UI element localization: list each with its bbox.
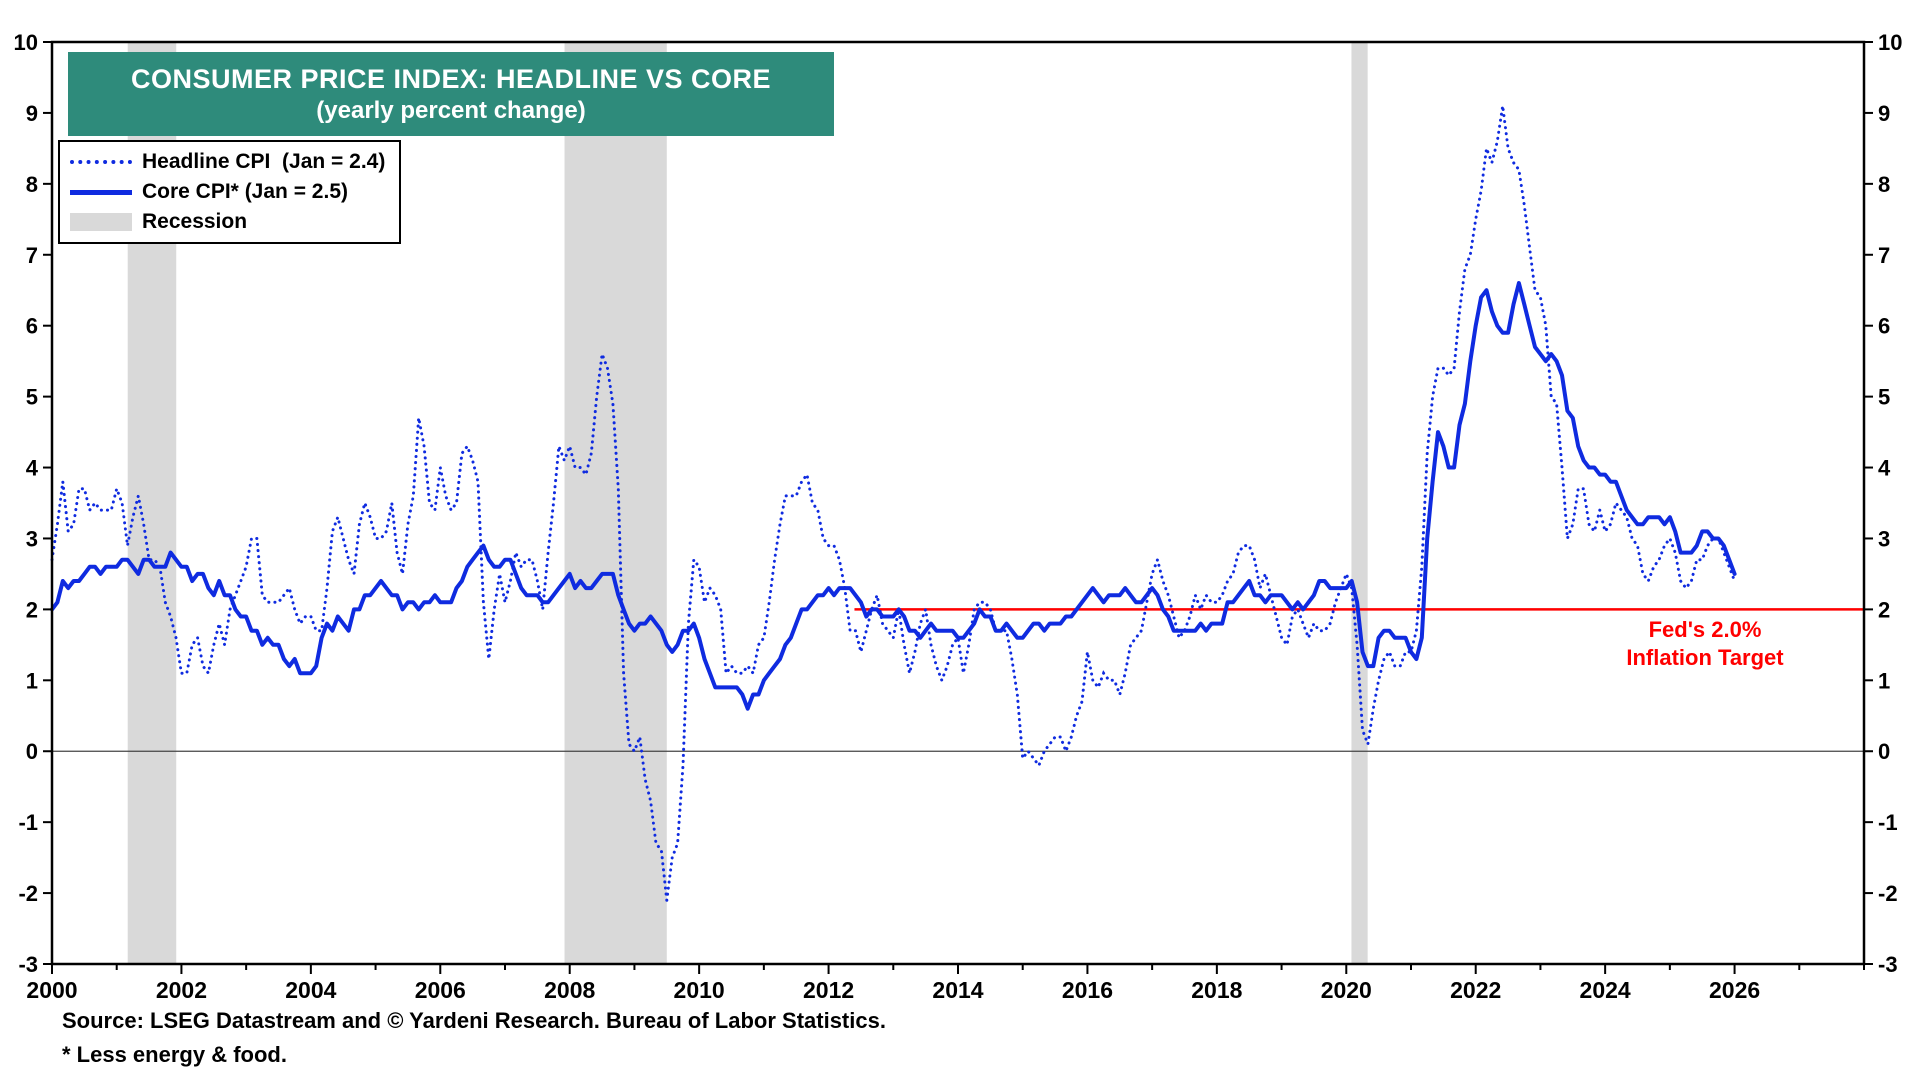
fed-target-annotation: Fed's 2.0% Inflation Target — [1575, 616, 1835, 672]
y-tick-label-left: 1 — [26, 668, 38, 693]
x-tick-label: 2026 — [1709, 977, 1760, 1003]
x-tick-label: 2008 — [544, 977, 595, 1003]
y-axis-right: -3 -2 -1 0 1 2 3 4 5 6 7 8 9 10 — [1864, 30, 1902, 977]
footer: Source: LSEG Datastream and © Yardeni Re… — [62, 1004, 886, 1072]
recession-band — [564, 42, 667, 964]
legend-item-core: Core CPI* (Jan = 2.5) — [70, 180, 385, 204]
x-tick-label: 2004 — [285, 977, 336, 1003]
x-tick-label: 2018 — [1191, 977, 1242, 1003]
fed-target-annotation-line1: Fed's 2.0% — [1648, 617, 1762, 642]
y-tick-label-left: 9 — [26, 101, 38, 126]
core-cpi-line — [50, 281, 1737, 711]
x-tick-label: 2002 — [156, 977, 207, 1003]
headline-line-sample-icon — [70, 160, 132, 164]
legend-item-headline: Headline CPI (Jan = 2.4) — [70, 150, 385, 174]
source-text: Source: LSEG Datastream and © Yardeni Re… — [62, 1008, 886, 1033]
y-tick-label-left: 6 — [26, 314, 38, 339]
chart-title: CONSUMER PRICE INDEX: HEADLINE VS CORE — [130, 63, 772, 94]
x-tick-label: 2016 — [1062, 977, 1113, 1003]
chart-subtitle: (yearly percent change) — [316, 96, 586, 124]
y-tick-label-left: 2 — [26, 597, 38, 622]
y-tick-label-right: 10 — [1878, 30, 1902, 55]
legend-item-recession: Recession — [70, 210, 385, 234]
x-tick-label: 2022 — [1450, 977, 1501, 1003]
y-tick-label-left: 0 — [26, 739, 38, 764]
y-tick-label-right: 9 — [1878, 101, 1890, 126]
x-tick-label: 2006 — [415, 977, 466, 1003]
x-tick-label: 2012 — [803, 977, 854, 1003]
y-tick-label-right: 7 — [1878, 243, 1890, 268]
y-tick-label-right: 0 — [1878, 739, 1890, 764]
x-tick-label: 2014 — [932, 977, 983, 1003]
core-line-sample-icon — [70, 189, 132, 195]
recession-band — [1351, 42, 1368, 964]
y-tick-label-left: 5 — [26, 385, 38, 410]
x-tick-label: 2020 — [1321, 977, 1372, 1003]
recession-swatch-icon — [70, 213, 132, 231]
y-tick-label-right: 5 — [1878, 385, 1890, 410]
legend-label-core: Core CPI* (Jan = 2.5) — [142, 180, 348, 203]
y-tick-label-left: 10 — [14, 30, 38, 55]
footnote-text: * Less energy & food. — [62, 1042, 287, 1067]
fed-target-annotation-line2: Inflation Target — [1626, 645, 1784, 670]
x-axis: 2000 2002 2004 2006 2008 2010 2012 2014 2016 2018… — [26, 964, 1865, 1003]
y-tick-label-right: 3 — [1878, 526, 1890, 551]
y-tick-label-left: 4 — [26, 456, 39, 481]
y-tick-label-right: 1 — [1878, 668, 1890, 693]
y-tick-label-right: -3 — [1878, 952, 1898, 977]
legend-label-headline: Headline CPI (Jan = 2.4) — [142, 150, 386, 173]
y-tick-label-right: 6 — [1878, 314, 1890, 339]
y-tick-label-left: 7 — [26, 243, 38, 268]
y-tick-label-left: 8 — [26, 172, 38, 197]
y-tick-label-right: -2 — [1878, 881, 1898, 906]
y-tick-label-right: 8 — [1878, 172, 1890, 197]
y-tick-label-left: 3 — [26, 526, 38, 551]
y-tick-label-right: -1 — [1878, 810, 1898, 835]
y-tick-label-left: -3 — [18, 952, 38, 977]
x-tick-label: 2024 — [1580, 977, 1631, 1003]
y-axis-left: -3 -2 -1 0 1 2 3 4 5 6 7 8 9 10 — [14, 30, 52, 977]
x-tick-label: 2010 — [674, 977, 725, 1003]
y-tick-label-right: 4 — [1878, 456, 1891, 481]
chart-title-box: CONSUMER PRICE INDEX: HEADLINE VS CORE (… — [68, 52, 834, 136]
x-tick-label: 2000 — [26, 977, 77, 1003]
headline-cpi-line — [50, 105, 1737, 901]
legend-label-recession: Recession — [142, 210, 248, 233]
legend: Headline CPI (Jan = 2.4) Core CPI* (Jan … — [58, 140, 402, 244]
y-tick-label-right: 2 — [1878, 597, 1890, 622]
y-tick-label-left: -2 — [18, 881, 38, 906]
y-tick-label-left: -1 — [18, 810, 38, 835]
